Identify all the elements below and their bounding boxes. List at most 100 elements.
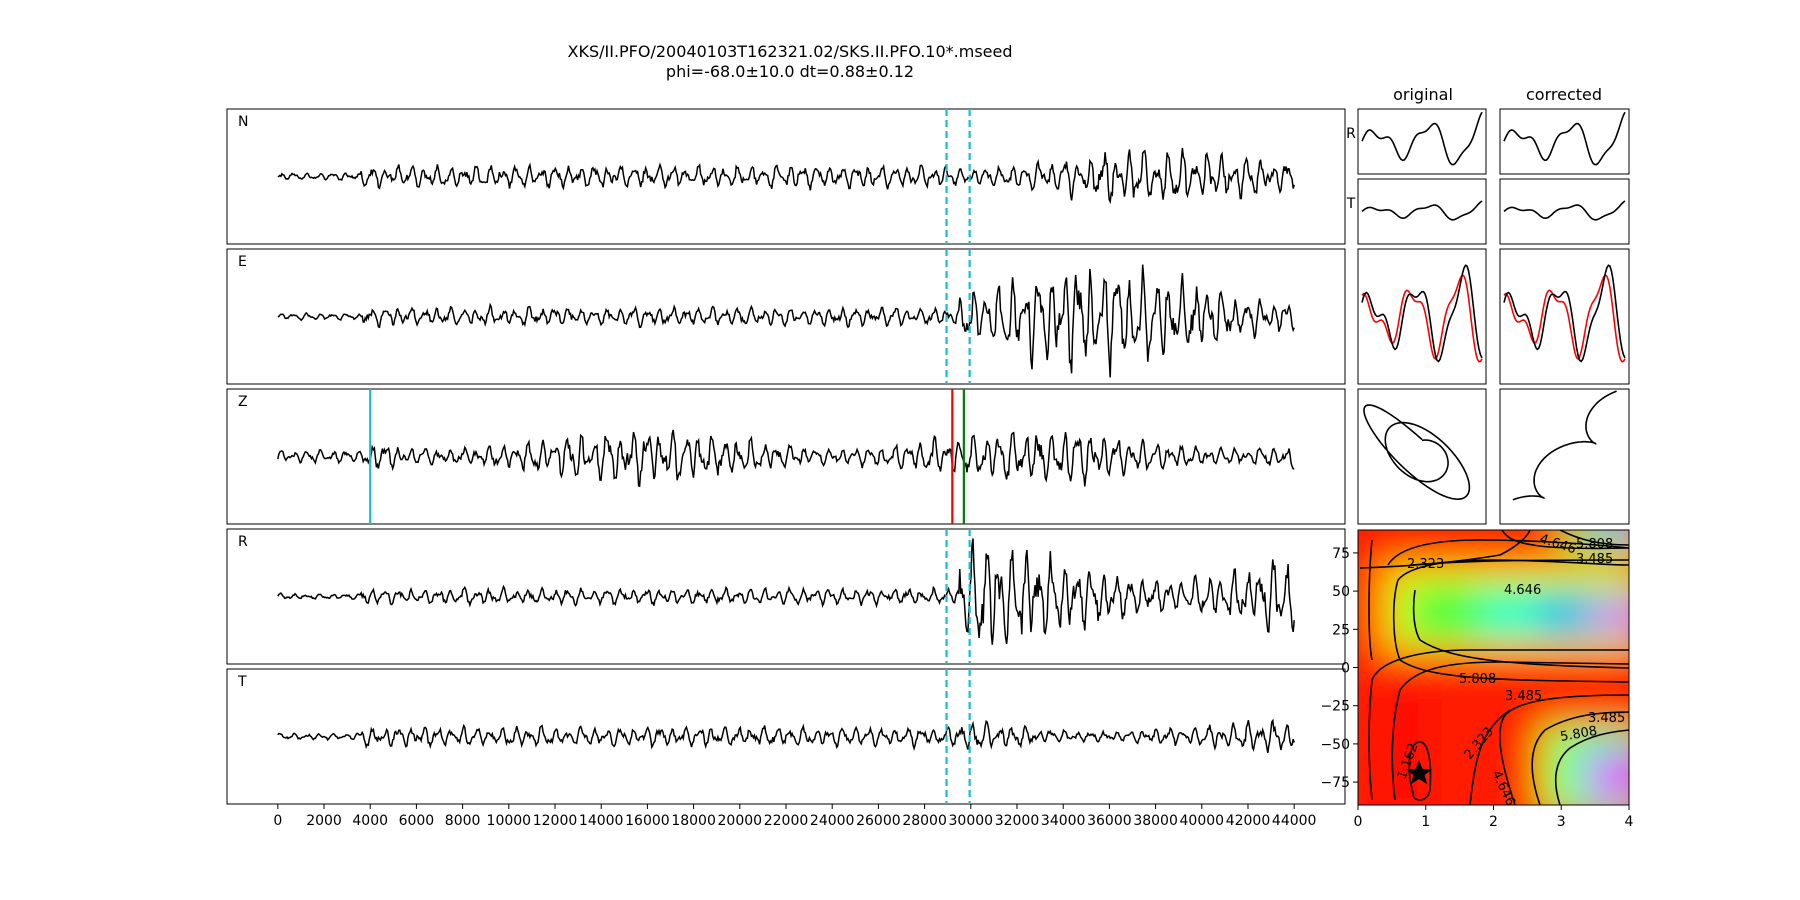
trace-line-r xyxy=(277,538,1295,645)
window-panel-corrected-2 xyxy=(1499,248,1630,385)
svg-text:5.808: 5.808 xyxy=(1459,672,1496,687)
misfit-surface-panel: 4.646 5.808 3.485 2.323 4.646 5.808 3.48… xyxy=(1320,529,1634,830)
particle-motion xyxy=(1512,390,1617,501)
window-panel-original-3 xyxy=(1357,388,1487,525)
x-tick-label: 28000 xyxy=(902,813,947,829)
component-trace xyxy=(1361,200,1483,221)
window-row-label-r: R xyxy=(1346,126,1356,142)
x-tick-label: 14000 xyxy=(579,813,624,829)
window-panel-corrected-1 xyxy=(1499,178,1630,245)
svg-text:3.485: 3.485 xyxy=(1505,689,1542,704)
panel-frame xyxy=(1499,388,1630,525)
svg-text:3.485: 3.485 xyxy=(1576,552,1613,567)
seismogram-panel-r: R xyxy=(226,528,1346,665)
trace-line-t xyxy=(277,718,1295,754)
x-tick-label: 10000 xyxy=(487,813,532,829)
x-tick-label: 26000 xyxy=(856,813,901,829)
heat-y-tick-label: 25 xyxy=(1332,622,1350,638)
panel-frame xyxy=(226,248,1346,385)
svg-text:5.808: 5.808 xyxy=(1576,537,1613,552)
x-tick-label: 34000 xyxy=(1041,813,1086,829)
column-title-corrected: corrected xyxy=(1526,85,1602,104)
panel-frame xyxy=(1499,108,1630,175)
trace-label: N xyxy=(238,114,248,130)
heat-y-tick-label: 0 xyxy=(1341,661,1350,677)
x-tick-label: 22000 xyxy=(764,813,809,829)
trace-line-z xyxy=(277,429,1295,488)
panel-frame xyxy=(1357,388,1487,525)
x-tick-label: 2000 xyxy=(306,813,342,829)
svg-text:4.646: 4.646 xyxy=(1504,583,1541,598)
x-tick-label: 40000 xyxy=(1180,813,1225,829)
x-tick-label: 16000 xyxy=(625,813,670,829)
x-tick-label: 42000 xyxy=(1226,813,1271,829)
trace-line-e xyxy=(277,264,1295,378)
heat-x-tick-label: 4 xyxy=(1625,814,1634,830)
x-tick-label: 12000 xyxy=(533,813,578,829)
x-tick-label: 6000 xyxy=(399,813,435,829)
heat-y-tick-label: −25 xyxy=(1320,699,1350,715)
panel-frame xyxy=(1499,248,1630,385)
x-tick-label: 32000 xyxy=(995,813,1040,829)
svg-text:5.808: 5.808 xyxy=(1559,724,1598,745)
component-trace xyxy=(1503,200,1626,221)
x-tick-label: 8000 xyxy=(445,813,481,829)
component-trace xyxy=(1361,111,1483,166)
x-tick-label: 24000 xyxy=(810,813,855,829)
window-panel-corrected-3 xyxy=(1499,388,1630,525)
window-panel-corrected-0 xyxy=(1499,108,1630,175)
x-tick-label: 4000 xyxy=(352,813,388,829)
trace-label: E xyxy=(238,254,247,270)
window-panel-original-1 xyxy=(1357,178,1487,245)
slow-trace xyxy=(1361,264,1483,363)
window-panel-original-0 xyxy=(1357,108,1487,175)
trace-label: Z xyxy=(238,394,248,410)
panel-frame xyxy=(226,528,1346,665)
window-row-label-t: T xyxy=(1346,196,1356,212)
misfit-axes: 0 1 2 3 4 75 50 25 0 −25 −50 −75 xyxy=(1320,546,1633,830)
seismogram-x-axis: 0 2000 4000 6000 8000 10000 12000 14000 16000 180… xyxy=(273,804,1316,829)
component-trace xyxy=(1503,111,1626,166)
particle-motion xyxy=(1363,404,1471,501)
seismogram-panel-t: T xyxy=(226,668,1346,805)
x-tick-label: 18000 xyxy=(671,813,716,829)
heat-x-tick-label: 2 xyxy=(1489,814,1498,830)
seismogram-panel-e: E xyxy=(226,248,1346,385)
seismogram-panel-n: N xyxy=(226,108,1346,245)
x-tick-label: 44000 xyxy=(1272,813,1317,829)
svg-text:3.485: 3.485 xyxy=(1588,711,1625,726)
misfit-minimum-star-icon xyxy=(1406,760,1432,785)
panel-frame xyxy=(226,108,1346,245)
window-panel-original-2 xyxy=(1357,248,1487,385)
figure-title: XKS/II.PFO/20040103T162321.02/SKS.II.PFO… xyxy=(568,42,1013,61)
misfit-contours xyxy=(1359,530,1629,805)
panel-frame xyxy=(226,388,1346,525)
figure-subtitle: phi=-68.0±10.0 dt=0.88±0.12 xyxy=(666,62,914,81)
seismogram-panels: N E Z R T xyxy=(226,108,1346,805)
panel-frame xyxy=(1499,178,1630,245)
slow-trace xyxy=(1503,264,1626,363)
x-tick-label: 30000 xyxy=(949,813,994,829)
heat-y-tick-label: 75 xyxy=(1332,546,1350,562)
panel-frame xyxy=(1357,108,1487,175)
trace-line-n xyxy=(277,147,1295,205)
heat-x-tick-label: 0 xyxy=(1354,814,1363,830)
fast-trace xyxy=(1503,274,1626,363)
heat-x-tick-label: 1 xyxy=(1421,814,1430,830)
heat-y-tick-label: −75 xyxy=(1320,775,1350,791)
panel-frame xyxy=(1357,178,1487,245)
fast-trace xyxy=(1361,274,1483,363)
x-tick-label: 36000 xyxy=(1087,813,1132,829)
svg-text:2.323: 2.323 xyxy=(1407,557,1444,572)
heat-y-tick-label: −50 xyxy=(1320,737,1350,753)
heat-x-tick-label: 3 xyxy=(1557,814,1566,830)
x-tick-label: 0 xyxy=(273,813,282,829)
heat-y-tick-label: 50 xyxy=(1332,584,1350,600)
x-tick-label: 38000 xyxy=(1133,813,1178,829)
x-tick-label: 20000 xyxy=(718,813,763,829)
column-title-original: original xyxy=(1393,85,1453,104)
seismogram-panel-z: Z xyxy=(226,388,1346,525)
trace-label: T xyxy=(237,674,247,690)
window-panels: RT xyxy=(1346,108,1630,525)
